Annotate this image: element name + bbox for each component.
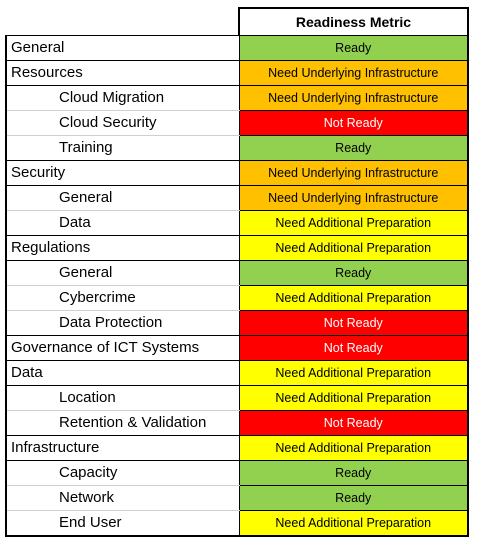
- category-label: Governance of ICT Systems: [5, 335, 240, 361]
- category-label: Data: [5, 360, 240, 386]
- status-cell: Need Additional Preparation: [238, 385, 469, 411]
- status-cell: Ready: [238, 260, 469, 286]
- subcategory-label: Cybercrime: [5, 285, 240, 311]
- status-cell: Need Additional Preparation: [238, 510, 469, 537]
- status-cell: Not Ready: [238, 410, 469, 436]
- readiness-table-body: Readiness Metric General Ready Resources Ne…: [5, 7, 469, 537]
- table-row: Capacity Ready: [5, 460, 469, 486]
- readiness-sheet: Readiness Metric General Ready Resources Ne…: [5, 7, 469, 537]
- header-blank-cell: [6, 8, 240, 36]
- category-label: Regulations: [5, 235, 240, 261]
- status-cell: Not Ready: [238, 110, 469, 136]
- table-row: General Ready: [5, 35, 469, 61]
- status-cell: Need Additional Preparation: [238, 360, 469, 386]
- status-cell: Need Underlying Infrastructure: [238, 85, 469, 111]
- subcategory-label: Data Protection: [5, 310, 240, 336]
- table-row: End User Need Additional Preparation: [5, 510, 469, 537]
- subcategory-label: End User: [5, 510, 240, 537]
- table-row: Data Need Additional Preparation: [5, 360, 469, 386]
- status-cell: Ready: [238, 35, 469, 61]
- table-row: Training Ready: [5, 135, 469, 161]
- table-row: Infrastructure Need Additional Preparatio…: [5, 435, 469, 461]
- table-row: Cybercrime Need Additional Preparation: [5, 285, 469, 311]
- category-label: Resources: [5, 60, 240, 86]
- table-row: Regulations Need Additional Preparation: [5, 235, 469, 261]
- table-row: Data Protection Not Ready: [5, 310, 469, 336]
- status-cell: Need Additional Preparation: [238, 210, 469, 236]
- status-cell: Ready: [238, 135, 469, 161]
- table-row: Data Need Additional Preparation: [5, 210, 469, 236]
- status-cell: Need Underlying Infrastructure: [238, 160, 469, 186]
- table-row: Cloud Migration Need Underlying Infrastru…: [5, 85, 469, 111]
- table-row: Security Need Underlying Infrastructure: [5, 160, 469, 186]
- header-row: Readiness Metric: [6, 7, 469, 36]
- status-cell: Need Additional Preparation: [238, 435, 469, 461]
- category-label: Security: [5, 160, 240, 186]
- subcategory-label: Location: [5, 385, 240, 411]
- table-row: Retention & Validation Not Ready: [5, 410, 469, 436]
- table-row: General Need Underlying Infrastructure: [5, 185, 469, 211]
- table-row: Location Need Additional Preparation: [5, 385, 469, 411]
- status-cell: Not Ready: [238, 335, 469, 361]
- category-label: General: [5, 35, 240, 61]
- subcategory-label: General: [5, 260, 240, 286]
- subcategory-label: Network: [5, 485, 240, 511]
- subcategory-label: General: [5, 185, 240, 211]
- table-row: Governance of ICT Systems Not Ready: [5, 335, 469, 361]
- table-row: Cloud Security Not Ready: [5, 110, 469, 136]
- subcategory-label: Capacity: [5, 460, 240, 486]
- readiness-metric-header: Readiness Metric: [238, 7, 469, 36]
- subcategory-label: Cloud Security: [5, 110, 240, 136]
- subcategory-label: Training: [5, 135, 240, 161]
- status-cell: Need Underlying Infrastructure: [238, 60, 469, 86]
- table-row: Network Ready: [5, 485, 469, 511]
- status-cell: Ready: [238, 460, 469, 486]
- status-cell: Need Additional Preparation: [238, 285, 469, 311]
- status-cell: Ready: [238, 485, 469, 511]
- status-cell: Need Additional Preparation: [238, 235, 469, 261]
- status-cell: Need Underlying Infrastructure: [238, 185, 469, 211]
- readiness-table: Readiness Metric General Ready Resources Ne…: [5, 7, 469, 537]
- table-row: Resources Need Underlying Infrastructure: [5, 60, 469, 86]
- subcategory-label: Retention & Validation: [5, 410, 240, 436]
- status-cell: Not Ready: [238, 310, 469, 336]
- subcategory-label: Data: [5, 210, 240, 236]
- category-label: Infrastructure: [5, 435, 240, 461]
- table-row: General Ready: [5, 260, 469, 286]
- subcategory-label: Cloud Migration: [5, 85, 240, 111]
